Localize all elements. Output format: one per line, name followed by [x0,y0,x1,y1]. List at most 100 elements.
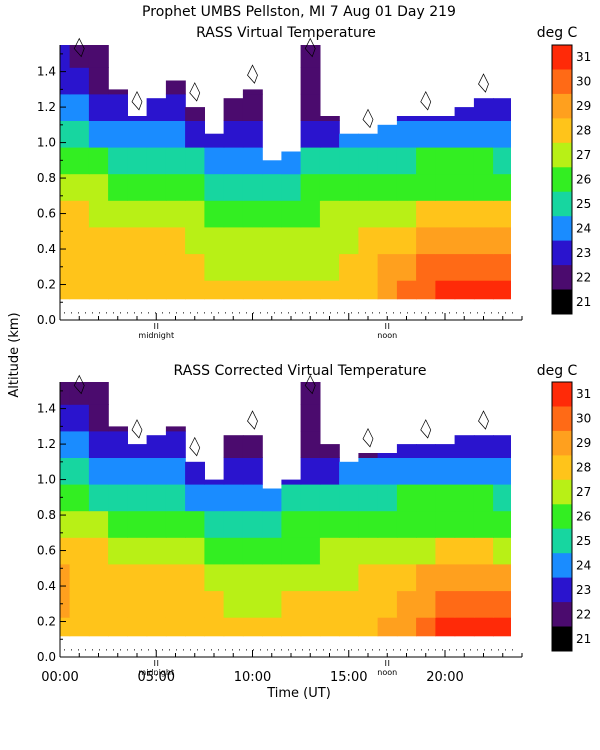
heat-cell [396,116,417,121]
heat-cell [165,510,186,538]
panel1-y-axis: 0.0 0.2 0.4 0.6 0.8 1.0 1.2 1.4 [37,45,66,327]
heat-cell [358,453,379,458]
heat-cell [300,430,321,458]
heat-cell [416,444,436,458]
heat-cell [300,93,321,121]
heat-cell [146,226,167,255]
heat-cell [339,173,359,201]
heat-cell [416,280,436,300]
heat-cell [416,120,436,148]
heat-cell [416,253,436,281]
heat-cell [146,510,167,538]
heat-cell [185,200,205,228]
heat-cell [108,120,128,148]
heat-cell [69,147,90,175]
heat-cell [127,484,148,512]
heat-cell [88,430,109,458]
heat-cell [60,280,71,300]
colorbar-segment [552,265,572,291]
heat-cell [146,200,167,228]
heat-cell [493,510,511,538]
heat-cell [358,457,379,485]
heat-cell [358,253,379,281]
heat-cell [223,200,244,228]
panel1-title: RASS Virtual Temperature [196,25,376,41]
heat-cell [493,226,511,255]
heat-cell [108,173,128,201]
heat-cell [60,457,71,485]
heat-cell [300,484,321,512]
heat-cell [88,226,109,255]
heat-cell [377,453,398,458]
heat-cell [416,537,436,565]
heat-cell [319,563,340,592]
heat-cell [416,510,436,538]
heat-cell [108,253,128,281]
colorbar-segment [552,479,572,505]
heat-cell [281,563,302,592]
heat-cell [416,590,436,618]
heat-cell [493,537,511,565]
heat-cell [60,563,71,592]
heat-cell [300,45,321,68]
heat-cell [493,147,511,175]
heat-cell [242,563,263,592]
heat-cell [165,537,186,565]
contour-line [304,37,316,58]
heat-cell [146,617,167,637]
colorbar-label: 24 [576,221,591,235]
heat-cell [60,45,71,68]
heat-cell [319,590,340,618]
heat-cell [300,173,321,201]
colorbar-label: 25 [576,197,591,211]
y-tick-label: 0.4 [37,579,56,593]
heat-cell [300,563,321,592]
x-tick-label: 20:00 [426,670,463,685]
heat-cell [262,160,282,175]
heat-cell [185,226,205,255]
heat-cell [300,120,321,148]
heat-cell [146,173,167,201]
heat-cell [281,617,302,637]
x-tick-label: 00:00 [41,670,78,685]
y-tick-label: 0.6 [37,544,56,558]
heat-cell [396,537,417,565]
heat-cell [185,590,205,618]
heat-cell [319,226,340,255]
heat-cell [454,107,475,121]
heat-cell [435,116,456,121]
heat-cell [281,151,302,175]
colorbar-segment [552,289,572,315]
heat-cell [165,430,186,458]
heat-cell [204,253,225,281]
heat-cell [396,510,417,538]
x-tick-label: 15:00 [330,670,367,685]
heat-cell [88,67,109,95]
heat-cell [396,563,417,592]
heat-cell [473,510,494,538]
heat-cell [108,93,128,121]
heat-cell [319,617,340,637]
contour-line [420,419,432,439]
heat-cell [396,253,417,281]
colorbar-label: 25 [576,534,591,548]
panel2-y-axis: 0.0 0.2 0.4 0.6 0.8 1.0 1.2 1.4 [37,382,66,664]
heat-cell [396,617,417,637]
heat-cell [146,590,167,618]
heat-cell [242,435,263,458]
colorbar-label: 22 [576,270,591,284]
heat-cell [300,382,321,405]
heat-cell [339,226,359,255]
heat-cell [127,147,148,175]
heat-cell [69,404,90,432]
heat-cell [377,510,398,538]
panel2-colorbar: 31 30 29 28 27 26 25 24 23 22 21 [551,381,591,652]
heat-cell [416,147,436,175]
heat-cell [358,563,379,592]
heat-cell [493,280,511,300]
panel2-plot-area [60,374,518,651]
heat-cell [185,173,205,201]
colorbar-segment [552,504,572,530]
colorbar-segment [552,45,572,70]
x-tick-label: 10:00 [234,670,271,685]
